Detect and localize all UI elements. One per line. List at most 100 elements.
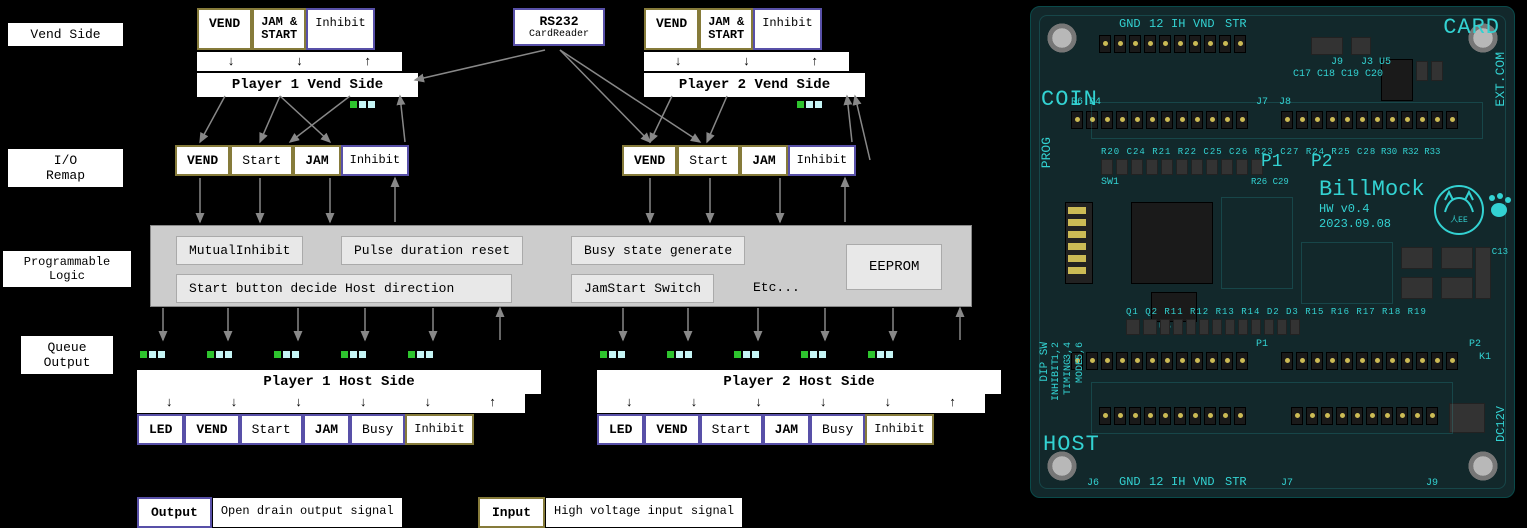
sig-jamstart: JAM & START	[699, 8, 753, 50]
silk-dip: DIP SW	[1039, 342, 1051, 382]
sig-inhibit: Inhibit	[341, 145, 409, 176]
sig-jam: JAM	[740, 145, 787, 176]
header-top-left	[1099, 35, 1246, 53]
dir-arrow: ↓	[424, 395, 432, 410]
dir-arrow: ↓	[674, 54, 682, 69]
sig-inhibit: Inhibit	[753, 8, 821, 50]
legend-output: Output Open drain output signal	[137, 497, 403, 528]
p1-io-remap: VEND Start JAM Inhibit	[175, 145, 409, 176]
silk-dip: 5,6	[1075, 342, 1086, 360]
dir-arrow: ↓	[755, 395, 763, 410]
p1-host-dir: ↓ ↓ ↓ ↓ ↓ ↑	[137, 392, 525, 413]
sig-start: Start	[230, 145, 293, 176]
silk-label: 12	[1149, 475, 1163, 489]
p1-host-title: Player 1 Host Side	[137, 370, 541, 394]
silk-ref: R20 C24 R21 R22 C25 C26 R23 C27 R24 R25 …	[1101, 147, 1376, 157]
chip-mcu	[1131, 202, 1213, 284]
silk-label: STR	[1225, 17, 1247, 31]
pl-eeprom: EEPROM	[846, 244, 942, 290]
p2-vend-title: Player 2 Vend Side	[644, 73, 865, 97]
silk-ref: J9	[1331, 57, 1343, 68]
sig-start: Start	[700, 414, 763, 445]
dir-arrow: ↑	[811, 54, 819, 69]
p1-host-sigs: LED VEND Start JAM Busy Inhibit	[137, 414, 474, 445]
power-jack	[1449, 403, 1485, 433]
silk-dip: 1,2	[1051, 342, 1062, 360]
sig-vend: VEND	[197, 8, 252, 50]
silk-hw: HW v0.4	[1319, 202, 1369, 216]
dir-arrow: ↓	[295, 395, 303, 410]
header-row	[1281, 352, 1458, 370]
dir-arrow: ↓	[819, 395, 827, 410]
sig-jamstart: JAM & START	[252, 8, 306, 50]
header-row	[1071, 352, 1248, 370]
silk-label: VND	[1193, 475, 1215, 489]
sig-inhibit: Inhibit	[865, 414, 933, 445]
p2-io-remap: VEND Start JAM Inhibit	[622, 145, 856, 176]
sig-vend: VEND	[175, 145, 230, 176]
dir-arrow: ↓	[690, 395, 698, 410]
dir-arrow: ↓	[296, 54, 304, 69]
led-group	[797, 97, 824, 112]
silk-ref: K1	[1479, 352, 1491, 363]
silk-label: GND	[1119, 17, 1141, 31]
p1-vend-top: VEND JAM & START Inhibit	[197, 8, 375, 50]
silk-ref: P1	[1256, 339, 1268, 350]
silk-label: GND	[1119, 475, 1141, 489]
silk-ref: J7	[1281, 478, 1293, 489]
silk-host: HOST	[1043, 432, 1100, 457]
silk-ref: R30 R32 R33	[1381, 147, 1440, 157]
dir-arrow: ↓	[884, 395, 892, 410]
dir-arrow: ↑	[949, 395, 957, 410]
silk-label: VND	[1193, 17, 1215, 31]
dir-arrow: ↓	[743, 54, 751, 69]
legend-input: Input High voltage input signal	[478, 497, 743, 528]
silk-brand: BillMock	[1319, 177, 1425, 202]
silk-ref: R26 C29	[1251, 177, 1289, 187]
rs232-title: RS232	[529, 14, 589, 29]
silk-label: IH	[1171, 475, 1185, 489]
silk-prog: PROG	[1039, 137, 1054, 168]
svg-text:人EE: 人EE	[1450, 215, 1468, 225]
rs232-block: RS232 CardReader	[513, 8, 605, 46]
silk-card: CARD	[1443, 15, 1500, 40]
logo-icon: 人EE	[1431, 182, 1487, 238]
dir-arrow: ↓	[165, 395, 173, 410]
p2-vend-top: VEND JAM & START Inhibit	[644, 8, 822, 50]
silk-ref: J6	[1087, 478, 1099, 489]
queue-leds-p1	[140, 347, 435, 362]
silk-p2: P2	[1311, 152, 1333, 172]
sig-vend: VEND	[644, 8, 699, 50]
sig-inhibit: Inhibit	[306, 8, 374, 50]
sig-busy: Busy	[810, 414, 865, 445]
silk-label: IH	[1171, 17, 1185, 31]
silk-dip: INHIBIT	[1051, 359, 1062, 401]
row-label-queue: Queue Output	[20, 335, 114, 375]
sig-jam: JAM	[763, 414, 810, 445]
p1-vend-title: Player 1 Vend Side	[197, 73, 418, 97]
queue-leds-p2	[600, 347, 895, 362]
silk-p1: P1	[1261, 152, 1283, 172]
paw-icon	[1486, 192, 1512, 222]
conn-small	[1311, 37, 1343, 55]
p2-host-title: Player 2 Host Side	[597, 370, 1001, 394]
row-label-vend: Vend Side	[7, 22, 124, 47]
pl-etc: Etc...	[741, 274, 812, 301]
pl-jamswitch: JamStart Switch	[571, 274, 714, 303]
dir-arrow: ↓	[230, 395, 238, 410]
silk-ref: SW1	[1101, 177, 1119, 188]
legend-key: Input	[478, 497, 545, 528]
sig-led: LED	[137, 414, 184, 445]
p2-host-sigs: LED VEND Start JAM Busy Inhibit	[597, 414, 934, 445]
sig-led: LED	[597, 414, 644, 445]
silk-dc12v: DC12V	[1494, 406, 1508, 442]
dir-arrow: ↑	[489, 395, 497, 410]
legend-desc: High voltage input signal	[545, 497, 743, 528]
led-group	[350, 97, 377, 112]
silk-ref: P2	[1469, 339, 1481, 350]
silk-dip: TIMING	[1063, 359, 1074, 395]
prog-logic-box: MutualInhibit Pulse duration reset Busy …	[150, 225, 972, 307]
silk-label: STR	[1225, 475, 1247, 489]
sig-start: Start	[240, 414, 303, 445]
sig-vend: VEND	[184, 414, 239, 445]
